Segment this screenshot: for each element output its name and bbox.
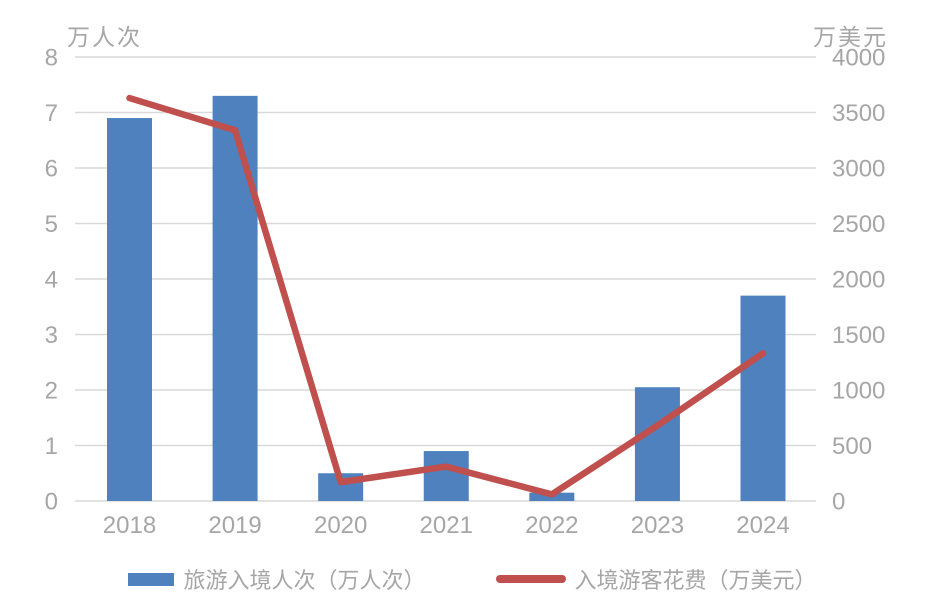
bar-2019: [212, 95, 258, 501]
left-axis-tick-label: 6: [45, 155, 58, 182]
left-axis-tick-label: 8: [45, 44, 58, 71]
right-axis-tick-label: 500: [832, 433, 872, 460]
left-axis-tick-label: 3: [45, 322, 58, 349]
x-axis-label-2019: 2019: [208, 512, 261, 539]
right-axis-title: 万美元: [813, 24, 888, 50]
left-axis-tick-label: 4: [45, 266, 58, 293]
right-axis-tick-label: 1500: [832, 322, 885, 349]
x-axis-label-2023: 2023: [631, 512, 684, 539]
bar-2018: [107, 118, 152, 502]
legend-bar-label: 旅游入境人次（万人次）: [183, 568, 426, 593]
legend-bar-swatch: [128, 572, 175, 586]
left-axis-tick-label: 1: [45, 433, 58, 460]
legend-item-line-series: 入境游客花费（万美元）: [495, 563, 817, 595]
x-axis-label-2024: 2024: [736, 512, 789, 539]
x-axis-label-2021: 2021: [420, 512, 473, 539]
x-axis-label-2022: 2022: [525, 512, 578, 539]
chart-legend: 旅游入境人次（万人次） 入境游客花费（万美元）: [0, 563, 945, 595]
x-axis-label-2020: 2020: [314, 512, 367, 539]
right-axis-tick-label: 4000: [832, 44, 885, 71]
legend-line-label: 入境游客花费（万美元）: [574, 568, 817, 593]
x-axis-label-2018: 2018: [103, 512, 156, 539]
left-axis-tick-label: 2: [45, 377, 58, 404]
left-axis-tick-label: 7: [45, 100, 58, 127]
bar-2023: [634, 387, 680, 501]
left-axis-tick-label: 5: [45, 211, 58, 238]
right-axis-tick-label: 1000: [832, 377, 885, 404]
legend-item-bar-series: 旅游入境人次（万人次）: [128, 563, 426, 595]
right-axis-tick-label: 2000: [832, 266, 885, 293]
right-axis-tick-label: 3000: [832, 155, 885, 182]
left-axis-title: 万人次: [67, 24, 142, 50]
legend-line-swatch: [495, 575, 566, 583]
right-axis-tick-label: 3500: [832, 100, 885, 127]
left-axis-tick-label: 0: [45, 488, 58, 515]
bar-2021: [423, 451, 469, 501]
spend-line: [126, 94, 767, 498]
right-axis-tick-label: 2500: [832, 211, 885, 238]
right-axis-tick-label: 0: [832, 488, 845, 515]
bar-2024: [740, 295, 786, 501]
